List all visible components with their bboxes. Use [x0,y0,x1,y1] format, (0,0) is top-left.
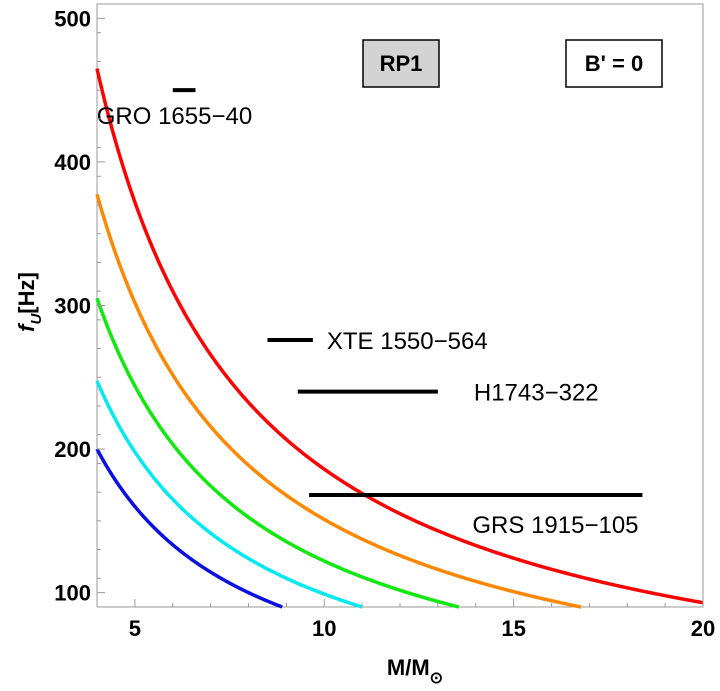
badge-rp1: RP1 [362,39,440,88]
observation-group: GRO 1655−40 XTE 1550−564 H1743−322 GRS 1915… [97,88,643,539]
curve-green [95,297,460,609]
badge-b-prime: B' = 0 [565,39,663,88]
obs-label-h1743-322: H1743−322 [474,380,599,407]
badge-rp1-text: RP1 [380,51,423,76]
curve-red [95,68,704,605]
y-tick-label: 300 [54,294,91,319]
y-tick-label: 200 [54,437,91,462]
x-tick-label: 20 [691,616,715,641]
curve-blue [95,448,283,609]
curve-group [95,68,704,609]
obs-label-gro-1655-40: GRO 1655−40 [97,103,252,130]
x-tick-label: 5 [129,616,141,641]
curve-cyan [95,380,363,609]
tick-group: 5 10 15 20 100 200 300 400 500 [54,3,715,641]
curve-orange [95,193,582,609]
y-tick-label: 400 [54,150,91,175]
y-tick-label: 100 [54,581,91,606]
x-tick-label: 10 [312,616,336,641]
y-axis-title: fU[Hz] [14,272,45,332]
obs-label-grs-1915-105: GRS 1915−105 [472,512,638,539]
y-tick-label: 500 [54,6,91,31]
x-tick-label: 15 [501,616,525,641]
obs-label-xte-1550-564: XTE 1550−564 [327,328,488,355]
badge-b-prime-text: B' = 0 [585,51,643,76]
x-axis-title: M/M⊙ [387,655,443,687]
